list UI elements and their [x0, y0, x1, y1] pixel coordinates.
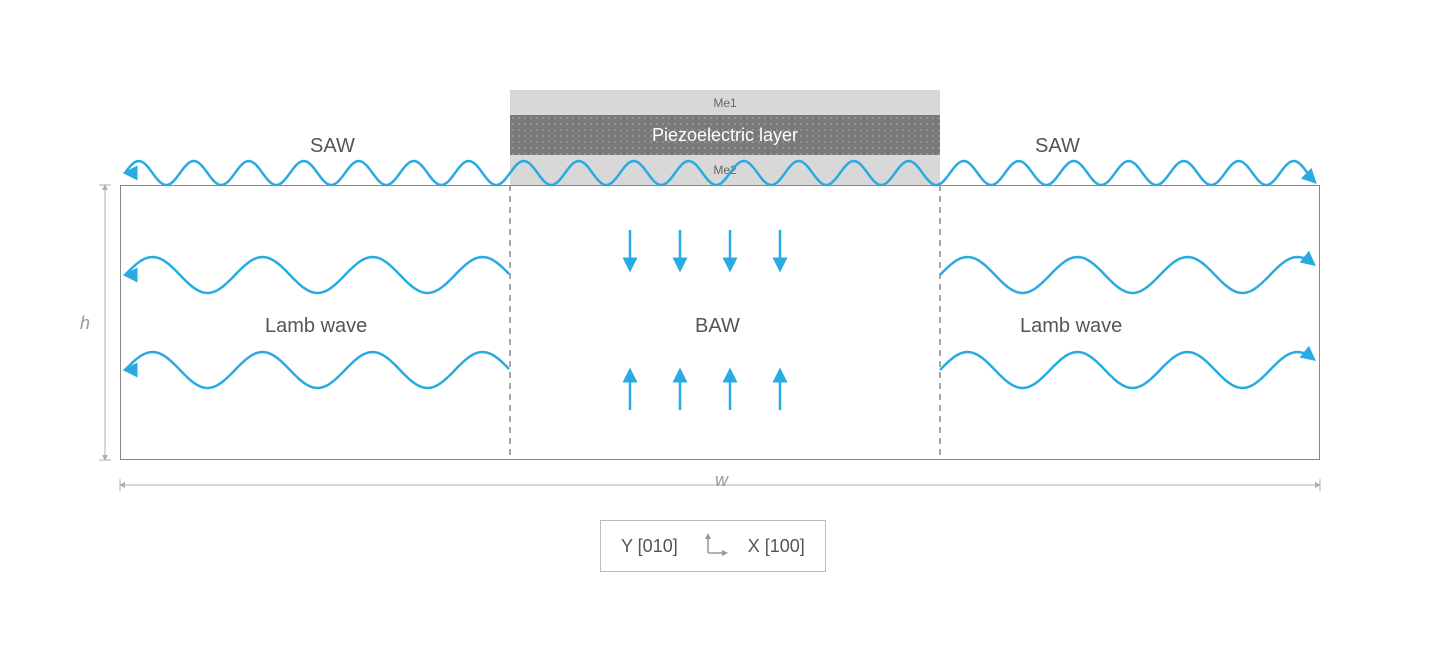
wave-label: Lamb wave — [265, 315, 367, 338]
sine-wave — [125, 161, 1315, 185]
h-dimension-label: h — [80, 313, 90, 334]
y-axis-label: Y [010] — [621, 536, 678, 557]
wave-label: SAW — [310, 135, 355, 158]
sine-wave — [940, 352, 1314, 388]
wave-label: BAW — [695, 315, 740, 338]
axes-legend: Y [010] X [100] — [600, 520, 826, 572]
axes-icon — [698, 531, 728, 561]
sine-wave — [125, 352, 509, 388]
wave-label: Lamb wave — [1020, 315, 1122, 338]
sine-wave — [125, 257, 509, 293]
x-axis-label: X [100] — [748, 536, 805, 557]
diagram-svg — [120, 90, 1380, 520]
wave-label: SAW — [1035, 135, 1080, 158]
w-dimension-label: w — [715, 470, 728, 491]
sine-wave — [940, 257, 1314, 293]
